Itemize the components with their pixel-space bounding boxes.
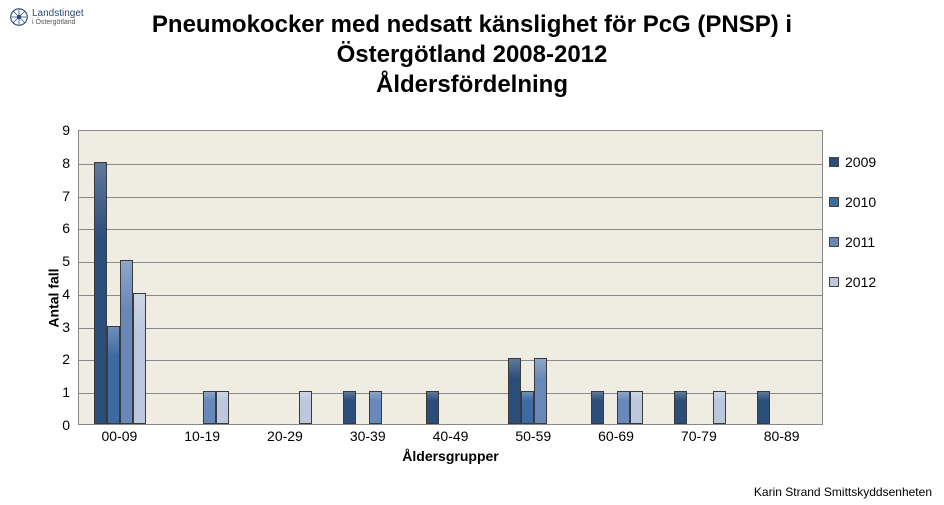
y-tick: 7 bbox=[62, 188, 70, 204]
bar bbox=[508, 358, 521, 424]
bar bbox=[369, 391, 382, 424]
bar bbox=[591, 391, 604, 424]
x-tick: 20-29 bbox=[267, 428, 303, 444]
grid-line bbox=[79, 328, 822, 329]
y-axis: 0123456789 bbox=[30, 130, 76, 425]
x-tick: 60-69 bbox=[598, 428, 634, 444]
legend-label: 2009 bbox=[845, 154, 876, 170]
bar-group bbox=[260, 391, 312, 424]
bar-group bbox=[94, 162, 146, 424]
bar bbox=[94, 162, 107, 424]
x-tick: 70-79 bbox=[681, 428, 717, 444]
x-tick: 10-19 bbox=[184, 428, 220, 444]
legend-swatch bbox=[829, 157, 839, 167]
bar bbox=[107, 326, 120, 424]
x-axis-label: Åldersgrupper bbox=[402, 448, 498, 464]
x-tick: 50-59 bbox=[515, 428, 551, 444]
bar bbox=[674, 391, 687, 424]
legend-label: 2010 bbox=[845, 194, 876, 210]
bar bbox=[203, 391, 216, 424]
plot bbox=[78, 130, 823, 425]
grid-line bbox=[79, 295, 822, 296]
legend-item: 2012 bbox=[829, 274, 915, 290]
y-tick: 6 bbox=[62, 220, 70, 236]
bar bbox=[120, 260, 133, 424]
bar bbox=[299, 391, 312, 424]
legend: 2009 2010 2011 2012 bbox=[829, 154, 915, 290]
bar bbox=[757, 391, 770, 424]
y-tick: 3 bbox=[62, 319, 70, 335]
bar-group bbox=[508, 358, 560, 424]
legend-swatch bbox=[829, 197, 839, 207]
x-tick: 40-49 bbox=[433, 428, 469, 444]
bar bbox=[617, 391, 630, 424]
y-tick: 5 bbox=[62, 253, 70, 269]
grid-line bbox=[79, 262, 822, 263]
bar bbox=[133, 293, 146, 424]
y-tick: 4 bbox=[62, 286, 70, 302]
x-tick: 30-39 bbox=[350, 428, 386, 444]
legend-item: 2009 bbox=[829, 154, 915, 170]
chart-title: Pneumokocker med nedsatt känslighet för … bbox=[0, 10, 944, 100]
x-tick: 80-89 bbox=[764, 428, 800, 444]
y-tick: 0 bbox=[62, 417, 70, 433]
bar-group bbox=[177, 391, 229, 424]
bar-group bbox=[343, 391, 395, 424]
y-tick: 1 bbox=[62, 384, 70, 400]
grid-line bbox=[79, 164, 822, 165]
bar bbox=[713, 391, 726, 424]
grid-line bbox=[79, 360, 822, 361]
legend-item: 2011 bbox=[829, 234, 915, 250]
bar bbox=[630, 391, 643, 424]
title-line-1: Pneumokocker med nedsatt känslighet för … bbox=[0, 10, 944, 40]
bar-group bbox=[674, 391, 726, 424]
title-line-2: Östergötland 2008-2012 bbox=[0, 40, 944, 70]
y-tick: 2 bbox=[62, 351, 70, 367]
grid-line bbox=[79, 229, 822, 230]
x-tick: 00-09 bbox=[101, 428, 137, 444]
bar-group bbox=[591, 391, 643, 424]
bar-group bbox=[757, 391, 809, 424]
grid-line bbox=[79, 197, 822, 198]
footer-text: Karin Strand Smittskyddsenheten bbox=[754, 485, 932, 499]
plot-background bbox=[78, 130, 823, 425]
bar bbox=[216, 391, 229, 424]
bar-group bbox=[426, 391, 478, 424]
legend-swatch bbox=[829, 277, 839, 287]
bar bbox=[426, 391, 439, 424]
x-axis: Åldersgrupper 00-09 10-19 20-29 30-39 40-49 5… bbox=[78, 426, 823, 466]
legend-swatch bbox=[829, 237, 839, 247]
bar bbox=[343, 391, 356, 424]
legend-label: 2011 bbox=[845, 234, 875, 250]
legend-item: 2010 bbox=[829, 194, 915, 210]
slide: Landstinget i Östergötland Pneumokocker … bbox=[0, 0, 944, 505]
bar bbox=[521, 391, 534, 424]
legend-label: 2012 bbox=[845, 274, 876, 290]
chart-area: Antal fall 0123456789 Åldersgrupper 00-0… bbox=[30, 130, 915, 465]
bar bbox=[534, 358, 547, 424]
title-line-3: Åldersfördelning bbox=[0, 70, 944, 100]
y-tick: 9 bbox=[62, 122, 70, 138]
y-tick: 8 bbox=[62, 155, 70, 171]
